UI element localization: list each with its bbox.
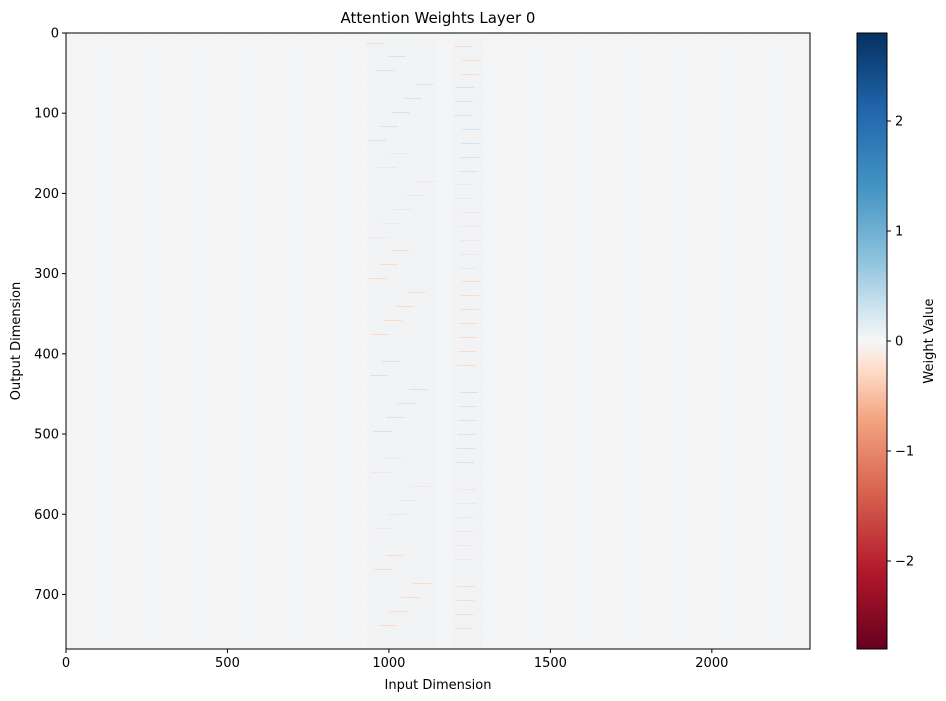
y-tick-label: 0: [51, 27, 59, 42]
y-tick-label: 500: [34, 428, 59, 443]
x-axis: 0 500 1000 1500 2000: [62, 649, 728, 671]
colorbar-gradient: [856, 32, 888, 650]
colorbar-tick-label: −2: [895, 555, 914, 570]
colorbar-ticks: −2 −1 0 1 2: [887, 115, 914, 570]
y-tick-label: 400: [34, 347, 59, 362]
y-tick-label: 100: [34, 107, 59, 122]
speckle-band: [366, 33, 438, 649]
colorbar: −2 −1 0 1 2 Weight Value: [856, 32, 937, 650]
x-tick-label: 0: [62, 656, 70, 671]
x-tick-label: 2000: [695, 656, 728, 671]
x-tick-label: 500: [215, 656, 240, 671]
x-tick-label: 1000: [372, 656, 405, 671]
x-tick-label: 1500: [534, 656, 567, 671]
y-tick-label: 600: [34, 508, 59, 523]
x-axis-label: Input Dimension: [385, 678, 492, 693]
y-tick-label: 200: [34, 187, 59, 202]
colorbar-tick-label: 2: [895, 115, 903, 130]
y-tick-label: 300: [34, 267, 59, 282]
y-axis: 0 100 200 300 400 500 600 700: [34, 27, 66, 603]
y-axis-label: Output Dimension: [9, 282, 24, 400]
y-tick-label: 700: [34, 588, 59, 603]
plot-frame: [65, 32, 811, 650]
chart-title: Attention Weights Layer 0: [341, 9, 536, 27]
colorbar-label: Weight Value: [922, 298, 937, 383]
heatmap-speckle-bands: [366, 33, 483, 649]
heatmap-plot-area: [65, 32, 811, 650]
speckle-band: [453, 33, 483, 649]
colorbar-tick-label: 1: [895, 225, 903, 240]
colorbar-tick-label: 0: [895, 335, 903, 350]
colorbar-tick-label: −1: [895, 445, 914, 460]
heatmap-field: [66, 33, 810, 649]
